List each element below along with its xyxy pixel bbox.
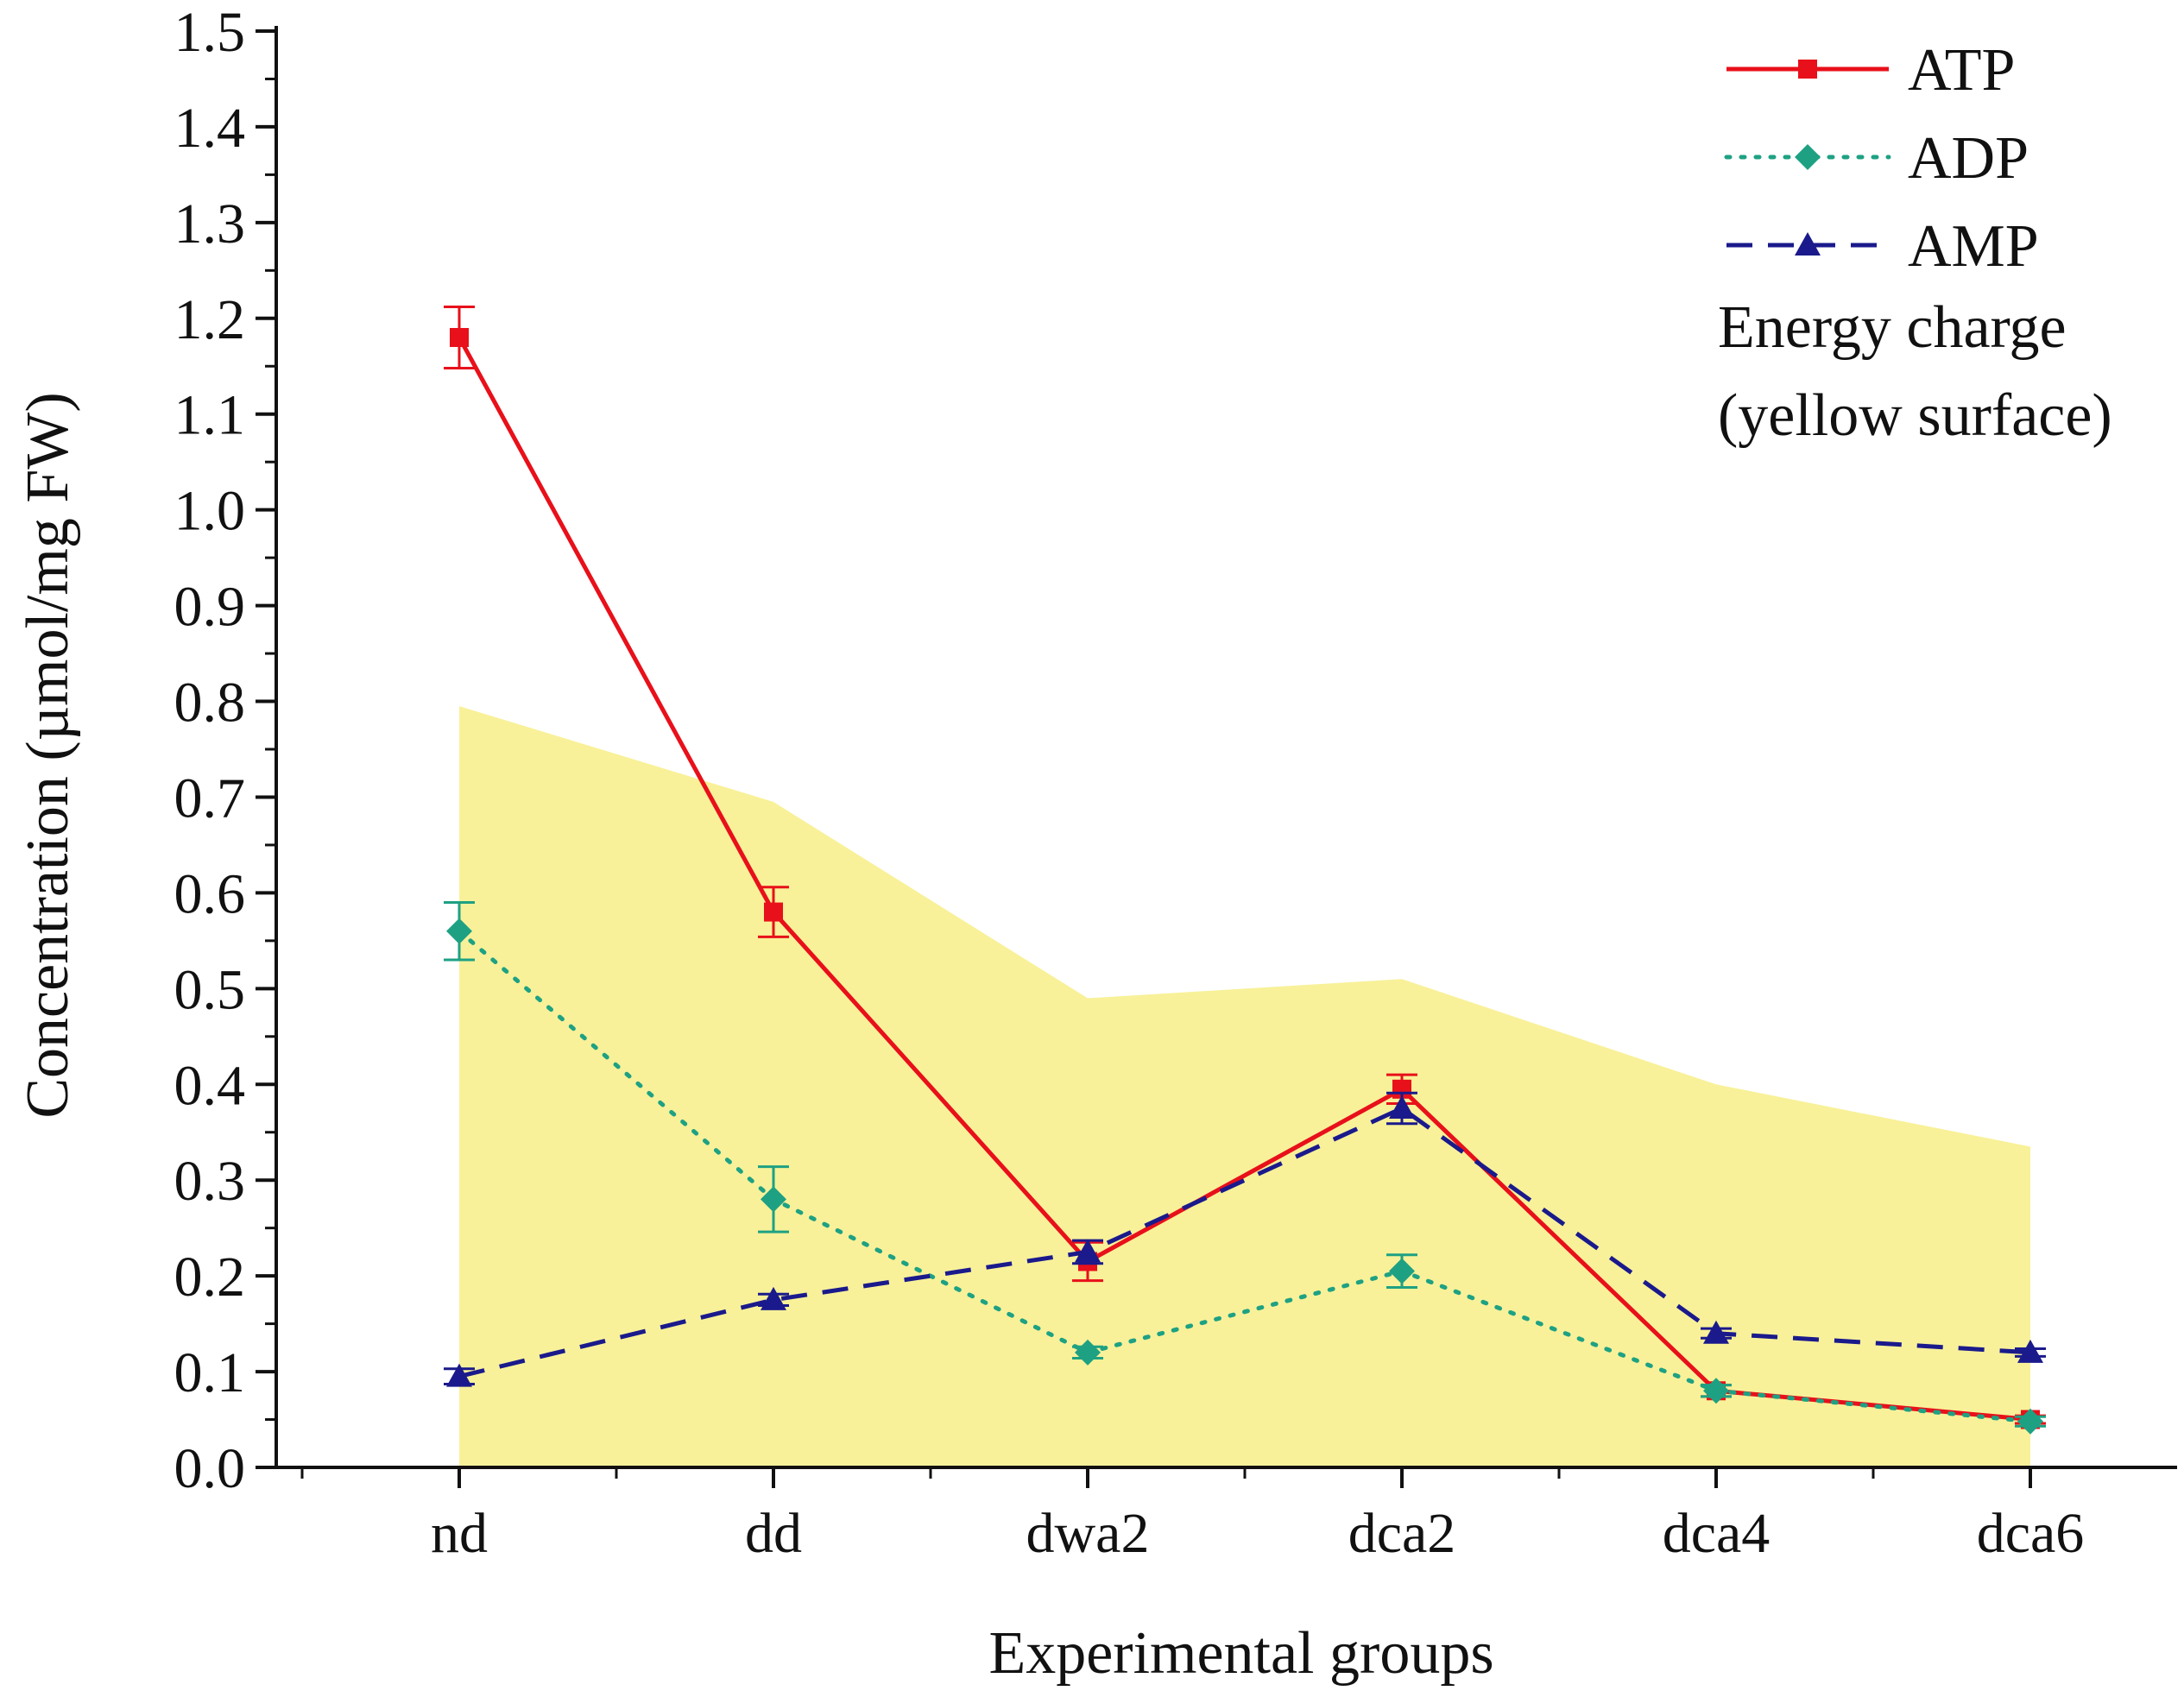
y-tick-label: 0.4: [174, 1054, 246, 1117]
adp-point: [761, 1186, 786, 1213]
legend: ATP ADP AMP Energy charge (yellow surface): [1718, 37, 2112, 449]
y-axis-title: Concentration (µmol/mg FW): [15, 392, 81, 1118]
y-tick-label: 0.3: [174, 1150, 246, 1213]
y-tick-label: 1.1: [174, 384, 246, 447]
series-amp: [444, 1091, 2046, 1387]
y-tick-label: 1.4: [174, 97, 246, 160]
x-tick-label: nd: [431, 1502, 488, 1565]
atp-point: [764, 902, 783, 922]
y-tick-label: 0.0: [174, 1437, 246, 1500]
y-tick-label: 0.6: [174, 862, 246, 925]
legend-amp-label: AMP: [1908, 213, 2039, 280]
y-tick-label: 0.7: [174, 766, 246, 830]
y-tick-label: 0.8: [174, 672, 246, 735]
y-tick-label: 1.5: [174, 1, 246, 64]
axes: 0.0 0.1 0.2 0.3 0.4 0.5 0.6 0.7 0.8 0.9 1.0 1.1 1.2 1…: [174, 1, 2177, 1565]
x-tick-label: dca6: [1977, 1502, 2085, 1565]
y-tick-label: 1.3: [174, 192, 246, 255]
y-tick-label: 0.9: [174, 576, 246, 639]
x-tick-label: dd: [745, 1502, 802, 1565]
x-tick-label: dwa2: [1026, 1502, 1150, 1565]
y-tick-label: 1.2: [174, 288, 246, 351]
amp-point: [1389, 1095, 1415, 1119]
energy-charge-area: [459, 706, 2030, 1467]
series-layer: [444, 305, 2046, 1435]
legend-energy-charge-label: Energy charge: [1718, 294, 2067, 361]
amp-line: [458, 1106, 2031, 1379]
amp-point: [2017, 1339, 2043, 1363]
amp-point: [1703, 1320, 1729, 1344]
adp-point: [1389, 1258, 1415, 1284]
x-tick-label: dca2: [1348, 1502, 1456, 1565]
y-tick-label: 0.2: [174, 1246, 246, 1309]
y-tick-label: 0.5: [174, 958, 246, 1021]
x-axis-title: Experimental groups: [988, 1620, 1493, 1687]
amp-point: [446, 1363, 472, 1387]
adp-point: [1703, 1378, 1729, 1404]
legend-adp-marker: [1795, 144, 1821, 170]
legend-atp-marker: [1798, 60, 1817, 79]
adp-line: [457, 929, 2033, 1424]
x-tick-label: dca4: [1663, 1502, 1771, 1565]
adp-point: [2017, 1408, 2043, 1435]
legend-energy-charge-label: (yellow surface): [1718, 382, 2112, 449]
legend-adp-label: ADP: [1908, 125, 2029, 192]
y-tick-label: 0.1: [174, 1341, 246, 1404]
adp-point: [446, 918, 472, 944]
energy-charge-area-layer: [459, 706, 2030, 1467]
amp-point: [1075, 1239, 1101, 1263]
y-tick-label: 1.0: [174, 480, 246, 543]
series-adp: [444, 900, 2046, 1435]
atp-point: [450, 327, 469, 347]
adp-point: [1075, 1339, 1101, 1366]
atp-line: [457, 336, 2031, 1423]
amp-point: [761, 1286, 786, 1310]
legend-amp-marker: [1795, 232, 1821, 255]
legend-atp-label: ATP: [1908, 37, 2015, 104]
